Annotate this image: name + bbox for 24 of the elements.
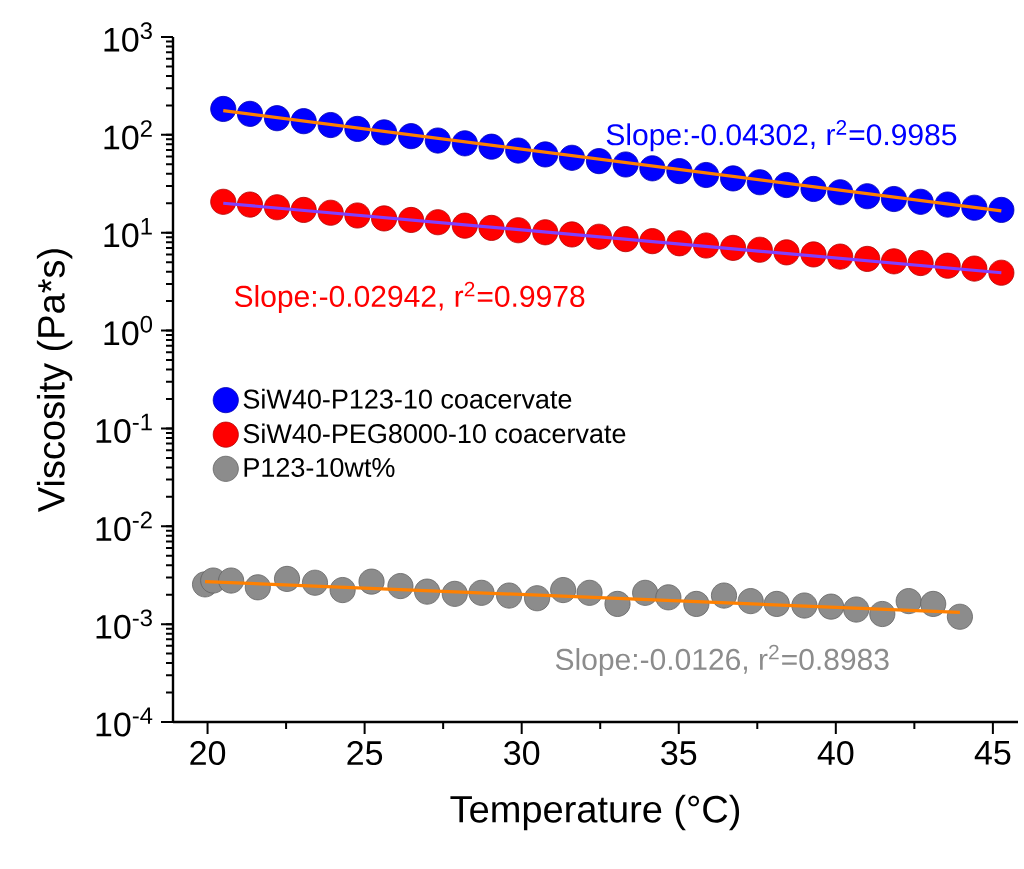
legend-label: SiW40-P123-10 coacervate (243, 388, 572, 409)
y-tick-label: 10$^{-1}$ (96, 413, 152, 444)
annotation: Slope:-0.04302, r$^{2}$=0.9985 (606, 120, 957, 152)
point (710, 582, 737, 609)
point (946, 603, 973, 630)
y-tick-label: 10$^{-3}$ (96, 609, 152, 639)
y-tick-label: 10$^{-4}$ (96, 707, 153, 737)
y-tick-label: 10$^{1}$ (104, 218, 152, 248)
x-axis-title: Temperature (°C) (450, 794, 740, 831)
annotation: Slope:-0.0126, r$^{2}$=0.8983 (555, 644, 889, 676)
legend-label: P123-10wt% (244, 457, 395, 478)
legend-label: SiW40-PEG8000-10 coacervate (243, 423, 626, 444)
x-tick-label: 45 (974, 741, 1011, 765)
y-tick-label: 10$^{-2}$ (96, 511, 152, 542)
x-tick-label: 30 (504, 741, 540, 766)
x-tick-label: 40 (817, 741, 854, 766)
y-axis-title: Viscosity (Pa*s) (36, 249, 73, 513)
x-tick-label: 25 (347, 741, 383, 766)
y-tick-label: 10$^{0}$ (104, 315, 153, 346)
x-tick-label: 35 (661, 741, 697, 766)
y-tick-label: 10$^{2}$ (104, 120, 152, 150)
annotation: Slope:-0.02942, r$^{2}$=0.9978 (234, 281, 585, 313)
y-tick-label: 10$^{3}$ (104, 22, 152, 52)
x-tick-label: 20 (190, 741, 226, 766)
